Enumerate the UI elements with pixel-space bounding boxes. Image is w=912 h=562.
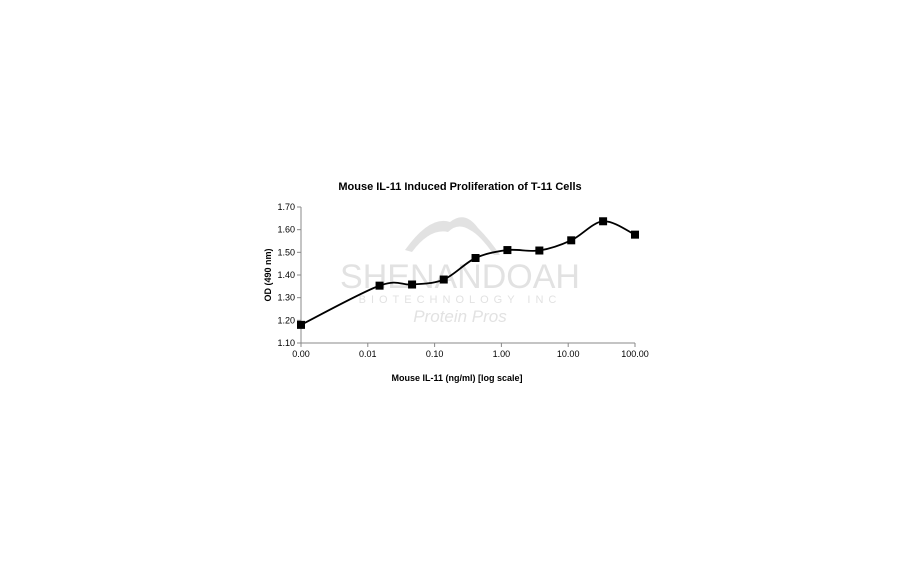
watermark-text-sub: BIOTECHNOLOGY INC [359,294,562,306]
y-tick-label: 1.30 [277,293,295,303]
chart-title: Mouse IL-11 Induced Proliferation of T-1… [338,181,581,193]
data-point-marker [408,280,417,289]
data-point-marker [535,246,544,255]
watermark-mountain-logo [405,217,500,255]
data-point-marker [375,281,384,290]
watermark-text-tagline: Protein Pros [413,307,507,326]
y-tick-label: 1.70 [277,202,295,212]
x-tick-label: 100.00 [621,349,649,359]
x-tick-label: 1.00 [493,349,511,359]
data-point-marker [631,230,639,239]
y-axis-label: OD (490 nm) [263,248,273,301]
x-tick-label: 10.00 [557,349,580,359]
series-line [300,220,636,326]
data-point-marker [297,320,305,329]
x-tick-label: 0.10 [426,349,444,359]
data-point-marker [471,254,480,262]
y-tick-label: 1.60 [277,225,295,235]
y-tick-label: 1.40 [277,270,295,280]
y-tick-label: 1.50 [277,247,295,257]
x-axis-label: Mouse IL-11 (ng/ml) [log scale] [391,373,522,383]
data-point-marker [599,217,608,226]
data-point-marker [503,246,512,255]
x-tick-label: 0.00 [292,349,310,359]
y-tick-label: 1.10 [277,338,295,348]
data-point-marker [567,236,576,245]
x-tick-label: 0.01 [359,349,377,359]
watermark-text-main: SHENANDOAH [340,258,580,296]
watermark: SHENANDOAH BIOTECHNOLOGY INC Protein Pro… [340,217,580,326]
data-point-marker [439,275,448,284]
y-tick-label: 1.20 [277,315,295,325]
